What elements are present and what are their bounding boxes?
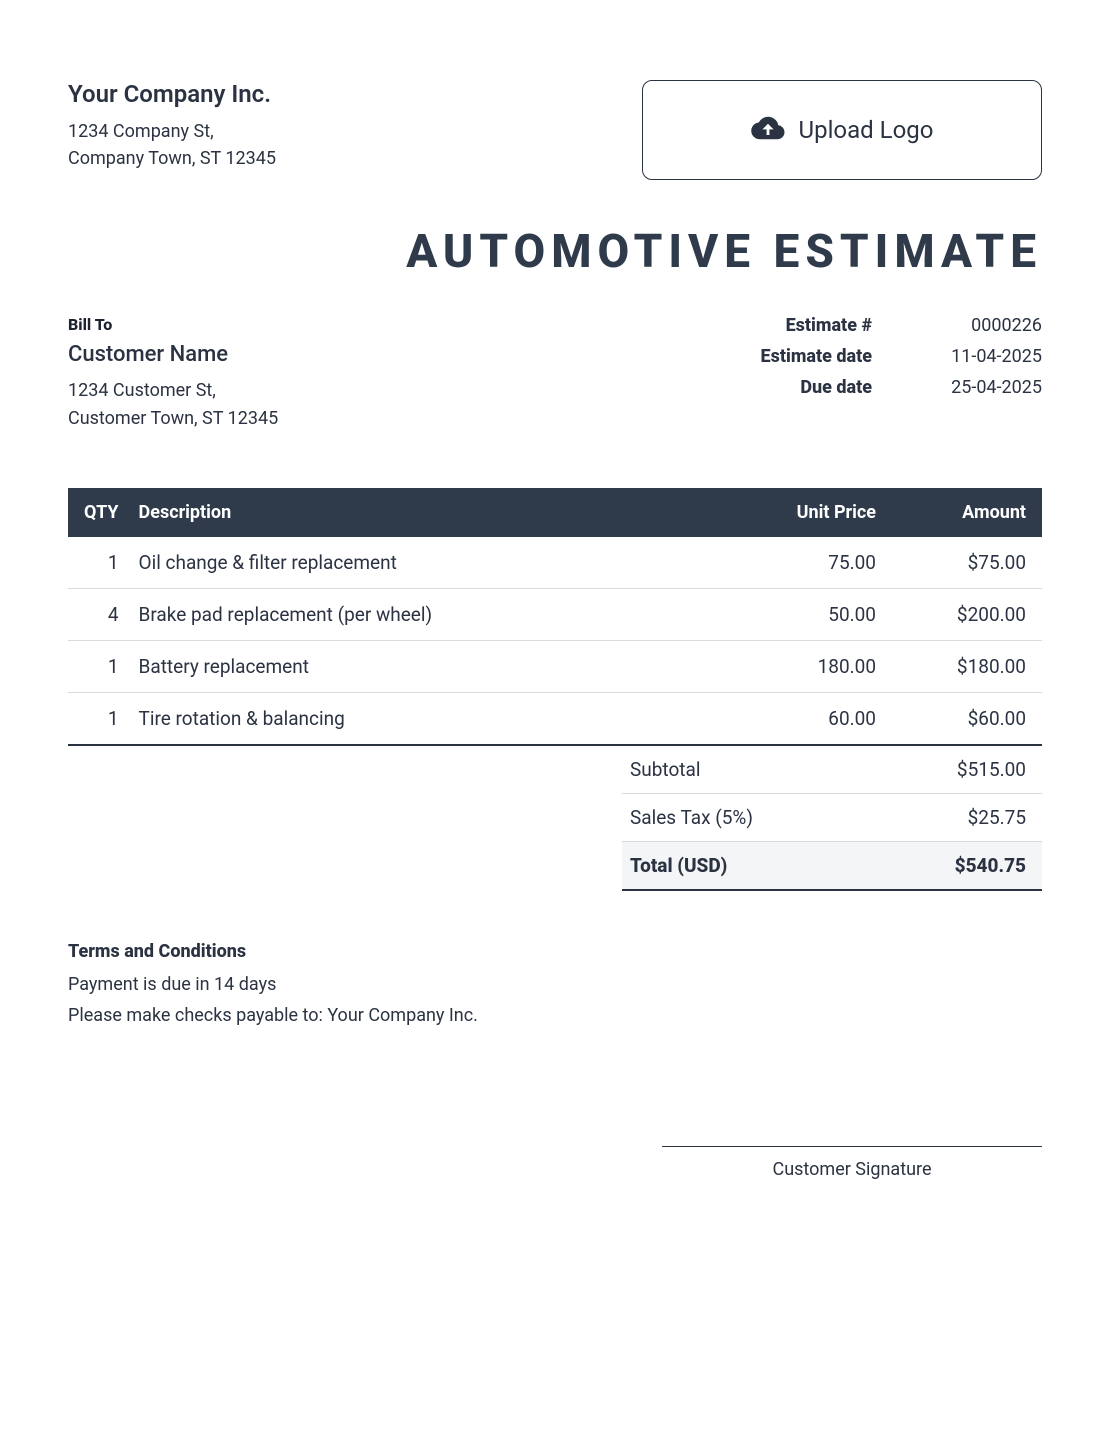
- header-row: Your Company Inc. 1234 Company St, Compa…: [68, 80, 1042, 180]
- bill-to-heading: Bill To: [68, 315, 278, 334]
- cell-unit-price: 60.00: [742, 692, 892, 745]
- line-items-body: 1Oil change & filter replacement75.00$75…: [68, 537, 1042, 745]
- meta-due-date: Due date 25-04-2025: [732, 377, 1042, 398]
- table-row: 4Brake pad replacement (per wheel)50.00$…: [68, 588, 1042, 640]
- meta-estimate-date: Estimate date 11-04-2025: [732, 346, 1042, 367]
- cell-qty: 1: [68, 692, 129, 745]
- company-address-line1: 1234 Company St,: [68, 118, 622, 145]
- cell-unit-price: 50.00: [742, 588, 892, 640]
- document-title: AUTOMOTIVE ESTIMATE: [68, 225, 1042, 280]
- cell-qty: 1: [68, 640, 129, 692]
- cell-unit-price: 75.00: [742, 537, 892, 589]
- table-row: 1Oil change & filter replacement75.00$75…: [68, 537, 1042, 589]
- table-row: 1Battery replacement180.00$180.00: [68, 640, 1042, 692]
- subtotal-value: $515.00: [957, 758, 1026, 781]
- cell-amount: $60.00: [892, 692, 1042, 745]
- upload-logo-label: Upload Logo: [799, 116, 934, 144]
- estimate-no-label: Estimate #: [732, 315, 872, 336]
- cell-amount: $200.00: [892, 588, 1042, 640]
- subtotal-row: Subtotal $515.00: [622, 746, 1042, 794]
- estimate-date-label: Estimate date: [732, 346, 872, 367]
- cell-qty: 1: [68, 537, 129, 589]
- due-date-value: 25-04-2025: [932, 377, 1042, 398]
- terms-heading: Terms and Conditions: [68, 941, 1042, 962]
- company-address: 1234 Company St, Company Town, ST 12345: [68, 118, 622, 172]
- info-row: Bill To Customer Name 1234 Customer St, …: [68, 315, 1042, 433]
- terms-line2: Please make checks payable to: Your Comp…: [68, 1005, 1042, 1026]
- meta-estimate-no: Estimate # 0000226: [732, 315, 1042, 336]
- col-qty: QTY: [68, 488, 129, 537]
- terms-line1: Payment is due in 14 days: [68, 974, 1042, 995]
- company-block: Your Company Inc. 1234 Company St, Compa…: [68, 80, 622, 172]
- terms-block: Terms and Conditions Payment is due in 1…: [68, 941, 1042, 1026]
- company-name: Your Company Inc.: [68, 80, 622, 108]
- estimate-date-value: 11-04-2025: [932, 346, 1042, 367]
- line-items-table: QTY Description Unit Price Amount 1Oil c…: [68, 488, 1042, 746]
- total-value: $540.75: [955, 854, 1026, 877]
- total-label: Total (USD): [630, 854, 727, 877]
- cell-unit-price: 180.00: [742, 640, 892, 692]
- tax-row: Sales Tax (5%) $25.75: [622, 794, 1042, 842]
- cloud-upload-icon: [751, 114, 785, 146]
- subtotal-label: Subtotal: [630, 758, 700, 781]
- tax-label: Sales Tax (5%): [630, 806, 753, 829]
- bill-to-block: Bill To Customer Name 1234 Customer St, …: [68, 315, 278, 433]
- cell-qty: 4: [68, 588, 129, 640]
- customer-address: 1234 Customer St, Customer Town, ST 1234…: [68, 377, 278, 433]
- upload-logo-button[interactable]: Upload Logo: [642, 80, 1042, 180]
- estimate-no-value: 0000226: [932, 315, 1042, 336]
- cell-amount: $180.00: [892, 640, 1042, 692]
- customer-address-line1: 1234 Customer St,: [68, 377, 278, 405]
- col-description: Description: [129, 488, 742, 537]
- total-row: Total (USD) $540.75: [622, 842, 1042, 891]
- col-amount: Amount: [892, 488, 1042, 537]
- tax-value: $25.75: [968, 806, 1026, 829]
- table-row: 1Tire rotation & balancing60.00$60.00: [68, 692, 1042, 745]
- cell-description: Oil change & filter replacement: [129, 537, 742, 589]
- cell-description: Tire rotation & balancing: [129, 692, 742, 745]
- cell-amount: $75.00: [892, 537, 1042, 589]
- estimate-meta-block: Estimate # 0000226 Estimate date 11-04-2…: [732, 315, 1042, 408]
- due-date-label: Due date: [732, 377, 872, 398]
- company-address-line2: Company Town, ST 12345: [68, 145, 622, 172]
- signature-block: Customer Signature: [662, 1146, 1042, 1180]
- customer-name: Customer Name: [68, 342, 278, 367]
- signature-label: Customer Signature: [662, 1146, 1042, 1180]
- table-header-row: QTY Description Unit Price Amount: [68, 488, 1042, 537]
- cell-description: Brake pad replacement (per wheel): [129, 588, 742, 640]
- customer-address-line2: Customer Town, ST 12345: [68, 405, 278, 433]
- totals-block: Subtotal $515.00 Sales Tax (5%) $25.75 T…: [622, 746, 1042, 891]
- cell-description: Battery replacement: [129, 640, 742, 692]
- col-unit-price: Unit Price: [742, 488, 892, 537]
